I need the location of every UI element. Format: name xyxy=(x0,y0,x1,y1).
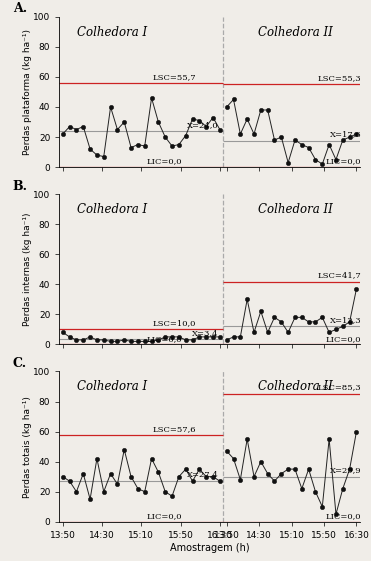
Text: B.: B. xyxy=(13,180,28,192)
Text: LSC=57,6: LSC=57,6 xyxy=(152,425,196,433)
Text: LIC=0,0: LIC=0,0 xyxy=(147,335,182,343)
Text: Colhedora II: Colhedora II xyxy=(257,380,332,393)
Text: Colhedora I: Colhedora I xyxy=(77,26,147,39)
Text: LIC=0,0: LIC=0,0 xyxy=(326,335,361,343)
Text: LIC=0,0: LIC=0,0 xyxy=(147,512,182,520)
Text: X=27,4: X=27,4 xyxy=(187,470,219,479)
Text: LSC=85,3: LSC=85,3 xyxy=(318,383,361,392)
Text: Colhedora II: Colhedora II xyxy=(257,26,332,39)
Text: LIC=0,0: LIC=0,0 xyxy=(326,158,361,165)
Text: Colhedora II: Colhedora II xyxy=(257,203,332,216)
Text: LIC=0,0: LIC=0,0 xyxy=(147,158,182,165)
Text: X=12,3: X=12,3 xyxy=(329,316,361,324)
Y-axis label: Perdas plataforma (kg ha⁻¹): Perdas plataforma (kg ha⁻¹) xyxy=(23,29,32,155)
Text: X=29,9: X=29,9 xyxy=(329,467,361,475)
Text: Colhedora I: Colhedora I xyxy=(77,380,147,393)
Text: LSC=55,7: LSC=55,7 xyxy=(152,73,196,81)
Y-axis label: Perdas internas (kg ha⁻¹): Perdas internas (kg ha⁻¹) xyxy=(23,213,32,326)
Text: X=24,0: X=24,0 xyxy=(187,121,219,129)
Text: C.: C. xyxy=(13,357,27,370)
Text: X=3,4: X=3,4 xyxy=(192,329,219,337)
Y-axis label: Perdas totais (kg ha⁻¹): Perdas totais (kg ha⁻¹) xyxy=(23,396,32,498)
Text: LSC=41,7: LSC=41,7 xyxy=(318,272,361,279)
Text: X=17,6: X=17,6 xyxy=(329,130,361,139)
Text: LSC=55,3: LSC=55,3 xyxy=(318,73,361,82)
Text: A.: A. xyxy=(13,2,27,15)
Text: Colhedora I: Colhedora I xyxy=(77,203,147,216)
Text: LIC=0,0: LIC=0,0 xyxy=(326,512,361,520)
Text: LSC=10,0: LSC=10,0 xyxy=(152,319,196,327)
X-axis label: Amostragem (h): Amostragem (h) xyxy=(170,542,249,553)
